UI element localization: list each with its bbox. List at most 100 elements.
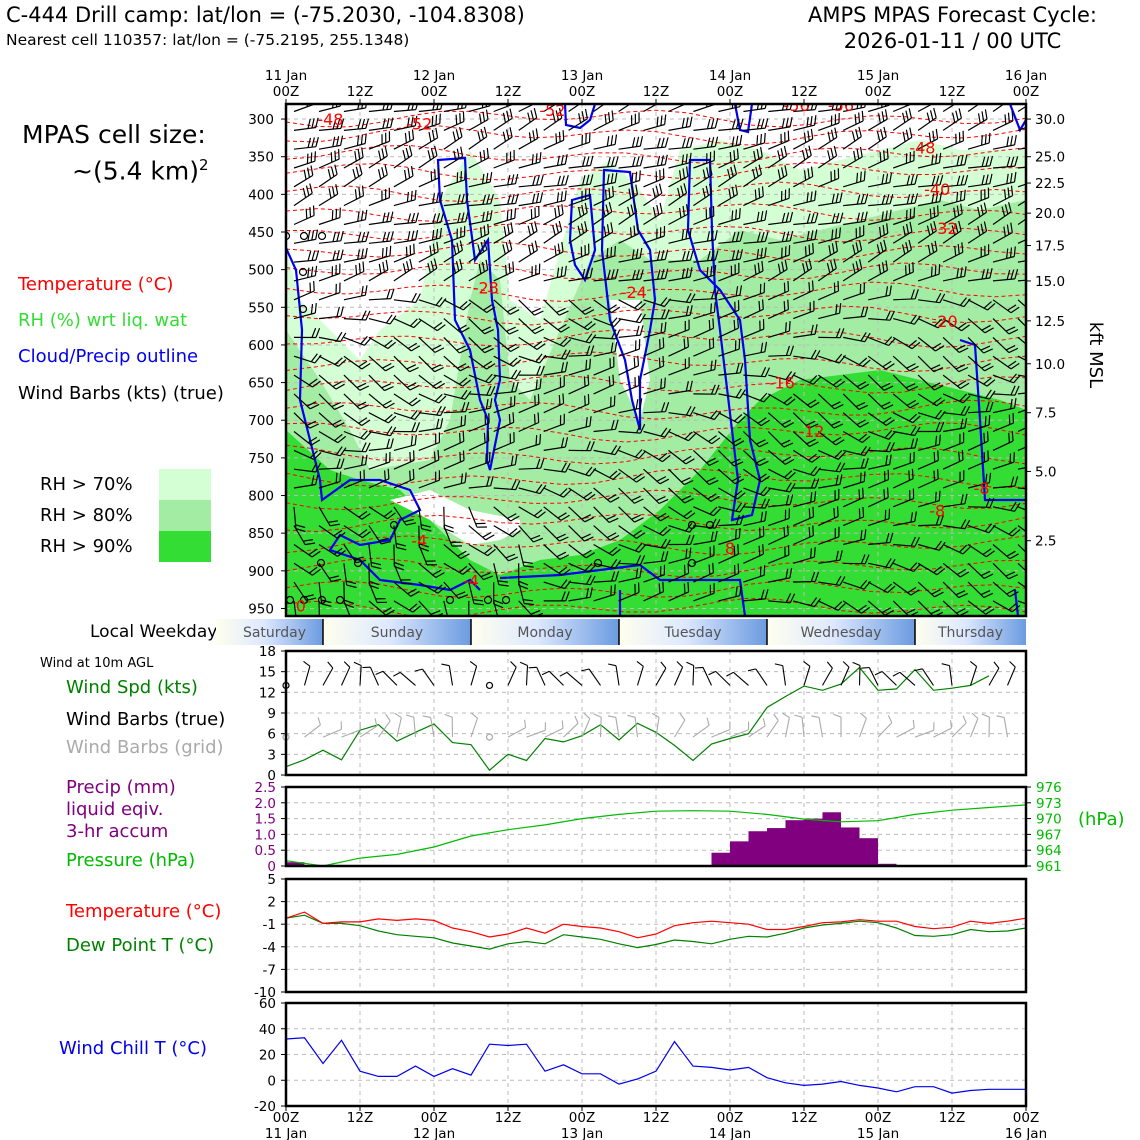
wind-barb (693, 104, 715, 113)
wind-barb (318, 104, 342, 113)
wind-barb (767, 431, 794, 448)
wind-barb (1017, 487, 1026, 490)
wind-barb (643, 525, 671, 537)
wind-barb (893, 314, 921, 325)
wind-barb (343, 600, 351, 616)
wind-barb (418, 581, 446, 594)
wind-barb (543, 265, 567, 282)
wind-barb (643, 225, 666, 244)
grid-wind-barb (794, 714, 805, 738)
wind-barb (443, 318, 470, 334)
wind-barb (818, 112, 840, 131)
wind-barb (992, 269, 1019, 282)
temperature-contour (286, 281, 1026, 303)
wind-barb (368, 288, 395, 301)
wind-barb (917, 104, 934, 113)
legend-wind-chill: Wind Chill T (°C) (59, 1038, 207, 1059)
wind-barb (818, 449, 846, 460)
calm-wind-circle (705, 520, 715, 530)
wind-barb (293, 165, 314, 188)
wind-barb (418, 113, 441, 131)
wind-barb (668, 534, 695, 546)
wind-barb (368, 117, 394, 131)
calm-wind-circle (298, 267, 308, 277)
wind-barb (468, 413, 490, 433)
wind-barb (992, 185, 1014, 207)
true-wind-barb (861, 666, 879, 686)
wind-barb (1017, 374, 1026, 378)
wind-barb (942, 543, 971, 555)
wind-panel-ytick-label: 6 (267, 727, 276, 743)
wind-barb (718, 468, 745, 485)
wind-barb (543, 154, 568, 169)
wind-barb (693, 506, 722, 517)
wind-barb (493, 525, 521, 538)
wind-barb (468, 299, 496, 314)
wind-barb (418, 258, 438, 282)
true-wind-barb (322, 661, 334, 686)
calm-wind-circle (286, 231, 291, 241)
wind-barb (593, 186, 614, 207)
wind-barb (843, 446, 871, 457)
wind-barb (893, 150, 915, 169)
wind-barb (768, 494, 794, 508)
wind-barb (668, 267, 693, 282)
height-tick-label: 12.5 (1035, 314, 1065, 330)
grid-wind-barb (896, 719, 915, 738)
top-date-label: 12 Jan (413, 68, 455, 84)
wind-barb (942, 242, 964, 263)
wind-barb (568, 345, 595, 357)
wind-barb (792, 258, 813, 282)
wind-barb (293, 393, 320, 410)
temperature-contour-label: -8 (929, 502, 945, 521)
calm-wind-circle (299, 231, 309, 241)
wind-barb (543, 104, 558, 113)
wind-barb (468, 355, 496, 370)
wind-barb (618, 299, 646, 311)
wind-barb (842, 240, 863, 263)
grid-wind-barb (422, 715, 435, 738)
wind-barb (368, 451, 391, 470)
wind-barb (368, 438, 394, 451)
wind-barb (643, 427, 672, 438)
wind-barb (718, 339, 741, 357)
wind-barb (818, 104, 842, 113)
true-wind-barb (803, 660, 811, 686)
bottom-time-label: 12Z (939, 1110, 965, 1126)
wind-barb (768, 230, 794, 244)
wind-barb (293, 104, 316, 113)
bottom-date-label: 14 Jan (709, 1126, 751, 1140)
wind-barb (318, 458, 345, 470)
wind-barb (968, 268, 993, 282)
calm-wind-circle (335, 595, 345, 605)
wind-barb (443, 600, 449, 616)
wind-barb (893, 174, 918, 188)
wind-barb (443, 355, 470, 372)
wind-barb (393, 115, 418, 131)
wind-barb (618, 525, 646, 539)
grid-wind-barb (544, 720, 564, 738)
wind-barb (793, 491, 817, 508)
wind-barb (618, 313, 646, 324)
bottom-time-label: 12Z (347, 1110, 373, 1126)
wind-barb (318, 374, 345, 390)
wind-barb (818, 550, 843, 564)
wind-barb (368, 355, 395, 372)
wind-barb (917, 450, 939, 470)
wind-barb (368, 426, 397, 437)
wind-barb (618, 223, 639, 244)
wind-barb (668, 506, 696, 520)
wind-barb (518, 544, 534, 568)
wind-barb (443, 193, 469, 207)
wind-barb (967, 431, 989, 451)
legend-rh: RH (%) wrt liq. wat (18, 310, 188, 331)
wind-barb (418, 191, 443, 207)
wind-barb (593, 202, 613, 225)
wind-barb (868, 172, 893, 188)
wind-panel-ytick-label: 15 (259, 665, 276, 681)
wind-barb (1017, 466, 1026, 470)
wind-barb (643, 468, 670, 485)
top-time-label: 00Z (273, 84, 299, 100)
wind-barb (643, 538, 671, 549)
